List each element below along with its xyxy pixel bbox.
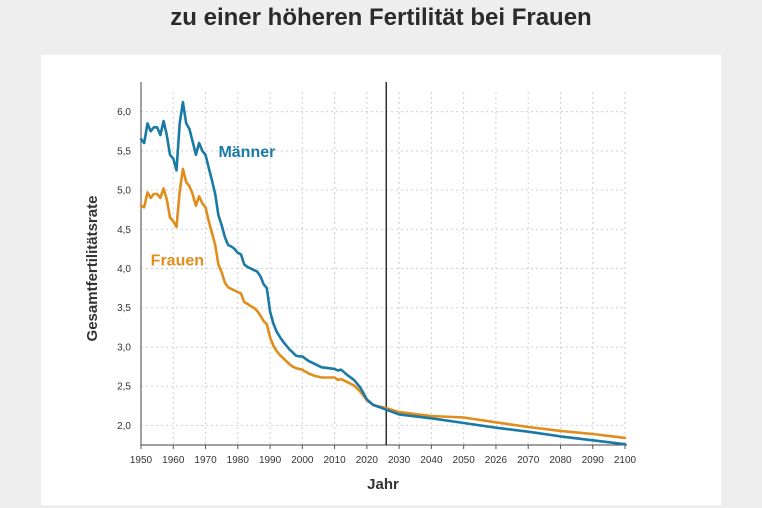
y-tick-label: 3,0: [117, 342, 131, 353]
y-tick-label: 2,5: [117, 382, 131, 393]
x-tick-label: 1950: [130, 455, 153, 466]
series-line-frauen: [139, 167, 627, 440]
labels: Jahr Gesamtfertilitätsrate Männer Frauen: [84, 144, 399, 493]
x-tick-label: 2080: [549, 455, 572, 466]
x-tick-label: 2026: [485, 455, 508, 466]
series-label-frauen: Frauen: [151, 252, 204, 269]
x-tick-label: 2100: [614, 455, 637, 466]
x-tick-label: 2000: [291, 455, 314, 466]
series: [139, 100, 627, 446]
x-tick-label: 2050: [453, 455, 476, 466]
y-tick-label: 2,0: [117, 421, 131, 432]
y-axis-title: Gesamtfertilitätsrate: [84, 196, 101, 342]
y-tick-label: 4,5: [117, 225, 131, 236]
y-tick-label: 5,0: [117, 186, 131, 197]
y-tick-label: 3,5: [117, 303, 131, 314]
x-tick-label: 2020: [356, 455, 379, 466]
chart-heading: zu einer höheren Fertilität bei Frauen: [170, 4, 592, 31]
x-tick-label: 2090: [582, 455, 605, 466]
x-tick-label: 2010: [323, 455, 346, 466]
x-axis-title: Jahr: [367, 476, 399, 493]
x-tick-label: 1960: [162, 455, 185, 466]
x-tick-label: 1990: [259, 455, 282, 466]
y-tick-label: 5,5: [117, 146, 131, 157]
fertility-line-chart: 1950 1960 1970 1980 1990 2000 2010 2020 2030 2040…: [84, 82, 637, 493]
chart-card: 1950 1960 1970 1980 1990 2000 2010 2020 2030 2040…: [41, 55, 721, 505]
x-tick-label: 2040: [420, 455, 443, 466]
y-tick-label: 4,0: [117, 264, 131, 275]
y-tick-label: 6,0: [117, 107, 131, 118]
x-tick-label: 2070: [517, 455, 540, 466]
x-tick-label: 2030: [388, 455, 411, 466]
x-tick-label: 1980: [227, 455, 250, 466]
series-label-mnner: Männer: [218, 144, 275, 161]
grid: [141, 92, 626, 445]
series-line-mnner: [139, 100, 627, 446]
x-tick-label: 1970: [194, 455, 217, 466]
axes: 1950 1960 1970 1980 1990 2000 2010 2020 2030 2040…: [117, 82, 637, 466]
